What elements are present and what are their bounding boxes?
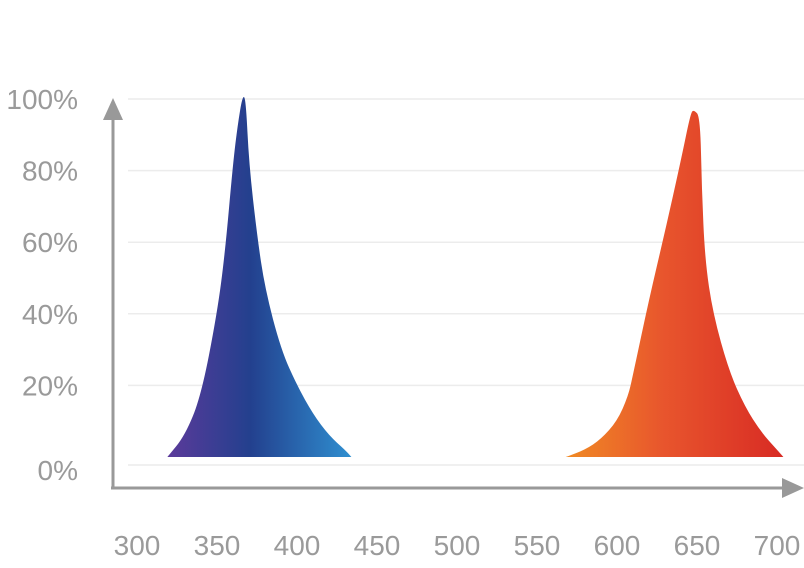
x-tick-label: 350	[194, 530, 241, 561]
x-axis-arrow-icon	[782, 478, 804, 498]
x-tick-label: 550	[514, 530, 561, 561]
y-tick-label: 0%	[38, 455, 78, 486]
x-tick-labels: 300 350 400 450 500 550 600 650 700	[114, 530, 801, 561]
x-tick-label: 450	[354, 530, 401, 561]
y-tick-label: 60%	[22, 227, 78, 258]
axes	[103, 98, 804, 498]
y-tick-label: 100%	[6, 84, 78, 115]
y-tick-labels: 0% 20% 40% 60% 80% 100%	[6, 84, 78, 486]
y-tick-label: 40%	[22, 299, 78, 330]
series-layer	[167, 96, 784, 458]
x-tick-label: 700	[754, 530, 801, 561]
y-tick-label: 80%	[22, 156, 78, 187]
x-tick-label: 650	[674, 530, 721, 561]
spectrum-peak-1	[565, 110, 784, 458]
x-tick-label: 300	[114, 530, 161, 561]
x-tick-label: 600	[594, 530, 641, 561]
y-tick-label: 20%	[22, 370, 78, 401]
x-tick-label: 500	[434, 530, 481, 561]
x-tick-label: 400	[274, 530, 321, 561]
spectrum-peak-0	[167, 96, 352, 458]
y-axis-arrow-icon	[103, 98, 123, 120]
